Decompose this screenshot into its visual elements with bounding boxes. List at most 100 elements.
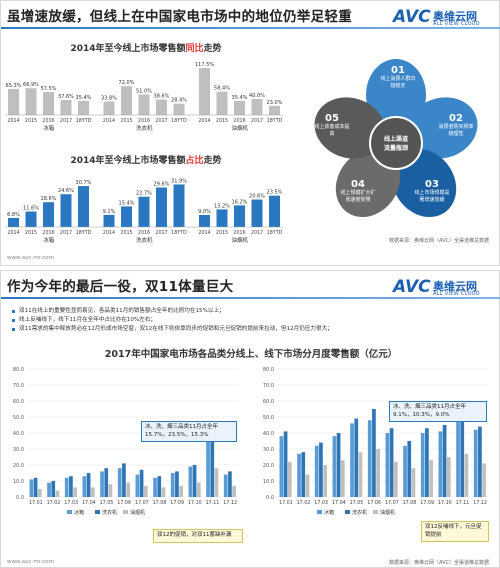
bar: [188, 466, 193, 497]
x-tick-label: 17.01: [279, 500, 293, 506]
tick-label: 2015: [216, 230, 228, 236]
tick-label: 2017: [155, 118, 167, 124]
y-tick-label: 0.0: [266, 495, 274, 501]
bar: [157, 476, 162, 497]
chart2-title: 2014年至今线上市场零售额占比走势: [21, 153, 271, 166]
bar: [33, 477, 38, 497]
petal-01: [366, 59, 426, 131]
x-tick-label: 17.02: [47, 500, 61, 506]
bullet-item: 双11需求的集中释放势必在12月形成市场空窗，双12在线下则依靠同步的促销和元旦…: [11, 325, 491, 334]
x-tick-label: 17.04: [82, 500, 96, 506]
data-label: 16.2%: [232, 199, 248, 205]
note-online: 双12的促销，对双11蓄缺补漏: [153, 529, 243, 543]
chart2-title-b: 走势: [203, 156, 222, 166]
slide-online-status: 虽增速放缓，但线上在中国家电市场中的地位仍举足轻重 AVC 奥维云网 ALL V…: [0, 0, 500, 266]
bar: [43, 202, 54, 227]
flower-center-line: 线上渠道 流量瓶颈: [383, 136, 408, 152]
chart3-title: 2017年中国家电市场各品类分线上、线下市场分月度零售额（亿元）: [104, 349, 398, 360]
tick-label: 2017: [251, 230, 263, 236]
bar: [25, 211, 37, 227]
slide2-footer: www.avc-mr.com: [7, 559, 54, 565]
tick-label: 2016: [233, 118, 245, 124]
avc-logo: AVC 奥维云网 ALL VIEW CLOUD: [393, 7, 491, 31]
y-tick-label: 0.0: [16, 495, 24, 501]
y-tick-label: 40.0: [263, 431, 274, 437]
bar: [420, 433, 425, 497]
data-label: 65.3%: [6, 83, 22, 89]
data-label: 28.4%: [171, 98, 187, 104]
x-tick-label: 17.06: [367, 500, 381, 506]
bar: [385, 433, 390, 497]
tick-label: 2014: [7, 118, 19, 124]
bar: [269, 195, 280, 227]
tick-label: 2014: [103, 230, 115, 236]
bar: [340, 460, 345, 497]
data-label: 31.9%: [171, 178, 187, 184]
tick-label: 18YTD: [267, 230, 283, 236]
tick-label: 2017: [251, 118, 263, 124]
x-tick-label: 17.07: [385, 500, 399, 506]
data-label: 51.0%: [136, 89, 152, 95]
chart2-title-hl: 占比: [185, 156, 204, 166]
chart2-title-a: 2014年至今线上市场零售额: [70, 156, 186, 166]
petal-05: [314, 97, 386, 159]
bar: [216, 209, 228, 227]
bar: [173, 103, 185, 115]
slide1-source: 数据来源：奥维云网（AVC）全渠道推总数据: [388, 238, 489, 244]
bar: [139, 469, 144, 497]
data-label: 35.4%: [232, 95, 248, 101]
group-label: 油烟机: [231, 124, 248, 132]
flower-center-circle: [369, 116, 423, 170]
bar: [460, 413, 465, 497]
tick-label: 2015: [120, 118, 132, 124]
logo-cn-text: 奥维云网: [433, 280, 477, 293]
group-label: 冰箱: [43, 236, 55, 244]
bar: [332, 436, 337, 497]
bar: [122, 463, 126, 497]
petal-label: 02 消费者购买频率趋理性: [437, 113, 475, 137]
avc-logo-2: AVC 奥维云网 ALL VIEW CLOUD: [393, 277, 491, 301]
legend-label: 冰箱: [324, 509, 334, 516]
data-label: 11.6%: [23, 206, 39, 212]
petal-02: [406, 97, 478, 159]
bullet-list: 双11在线上的重要性显而易见，各品类11月的销售额占全年的比例均在15%以上； …: [11, 307, 491, 334]
x-tick-label: 17.12: [223, 500, 237, 506]
bar: [90, 487, 95, 497]
chart-monthly-offline: 0.0 10.0 20.0 30.0 40.0 50.0 60.0 70.0 80.0 17.01…: [263, 367, 489, 516]
bar: [108, 484, 113, 497]
tick-label: 18YTD: [76, 230, 92, 236]
bar: [8, 217, 19, 227]
slide2-title: 作为今年的最后一役，双11体量巨大: [7, 279, 234, 295]
bar: [216, 91, 228, 115]
bar: [121, 86, 132, 115]
y-tick-label: 10.0: [13, 479, 24, 485]
bar: [117, 468, 122, 497]
tick-label: 2016: [233, 230, 245, 236]
y-tick-label: 50.0: [13, 415, 24, 421]
data-label: 38.6%: [154, 94, 170, 100]
data-label: 66.9%: [23, 82, 39, 88]
legend-label: 洗衣机: [352, 509, 367, 516]
petal-number: 02: [449, 113, 463, 124]
bar: [60, 194, 72, 227]
bar: [69, 476, 73, 497]
y-tick-label: 60.0: [13, 399, 24, 405]
x-tick-label: 17.11: [456, 500, 470, 506]
slide1-title: 虽增速放缓，但线上在中国家电市场中的地位仍举足轻重: [7, 9, 352, 25]
callout-online-share: 冰、洗、烟三品类11月占全年15.7%，23.5%，15.3%: [141, 421, 237, 442]
bar: [367, 420, 372, 497]
bar: [43, 92, 54, 115]
bar: [376, 449, 380, 497]
bar: [389, 428, 394, 497]
tick-label: 2016: [42, 118, 54, 124]
x-tick-label: 17.09: [420, 500, 434, 506]
tick-label: 2016: [42, 230, 54, 236]
petal-label: 04 线上规模扩大扩张速度受慢: [339, 179, 377, 203]
tick-label: 2015: [25, 230, 37, 236]
bar: [283, 431, 288, 497]
bar: [100, 471, 104, 497]
x-tick-label: 17.08: [403, 500, 417, 506]
y-tick-label: 20.0: [263, 463, 274, 469]
tick-label: 2014: [198, 230, 210, 236]
bar: [126, 482, 130, 497]
